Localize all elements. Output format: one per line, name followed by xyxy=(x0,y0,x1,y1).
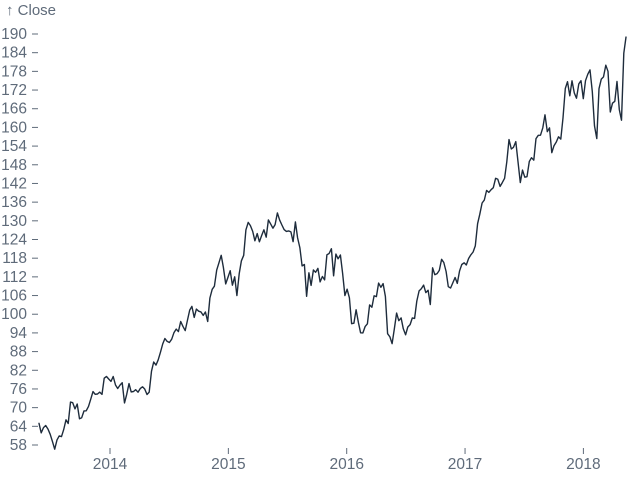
y-tick-label: 106 xyxy=(1,288,27,305)
y-tick-label: 82 xyxy=(10,362,27,379)
y-tick-label: 58 xyxy=(10,437,27,454)
x-tick-label: 2014 xyxy=(93,456,128,473)
x-tick-label: 2016 xyxy=(329,456,363,473)
y-tick-label: 172 xyxy=(1,82,27,99)
y-tick-label: 112 xyxy=(2,269,27,286)
y-tick-label: 136 xyxy=(1,194,27,211)
y-tick-label: 166 xyxy=(1,101,27,118)
x-axis: 2014 2015 2016 2017 2018 xyxy=(93,448,601,473)
y-tick-label: 88 xyxy=(10,344,27,361)
y-tick-label: 160 xyxy=(1,119,27,136)
y-tick-label: 70 xyxy=(10,400,28,417)
y-tick-label: 76 xyxy=(10,381,27,398)
y-tick-label: 124 xyxy=(1,232,27,249)
y-tick-label: 64 xyxy=(10,418,28,435)
y-tick-label: 154 xyxy=(1,138,27,155)
y-axis-label: ↑ Close xyxy=(6,2,57,19)
y-tick-label: 178 xyxy=(1,63,27,80)
close-price-line xyxy=(38,36,627,450)
y-tick-label: 100 xyxy=(1,306,27,323)
y-tick-label: 130 xyxy=(1,213,27,230)
x-tick-label: 2018 xyxy=(566,456,600,473)
x-tick-label: 2015 xyxy=(211,456,245,473)
y-tick-label: 184 xyxy=(1,45,27,62)
y-tick-label: 190 xyxy=(1,26,27,43)
y-tick-label: 118 xyxy=(2,250,27,267)
x-tick-label: 2017 xyxy=(448,456,482,473)
y-tick-label: 94 xyxy=(10,325,28,342)
y-tick-label: 142 xyxy=(1,175,27,192)
y-tick-label: 148 xyxy=(1,157,27,174)
